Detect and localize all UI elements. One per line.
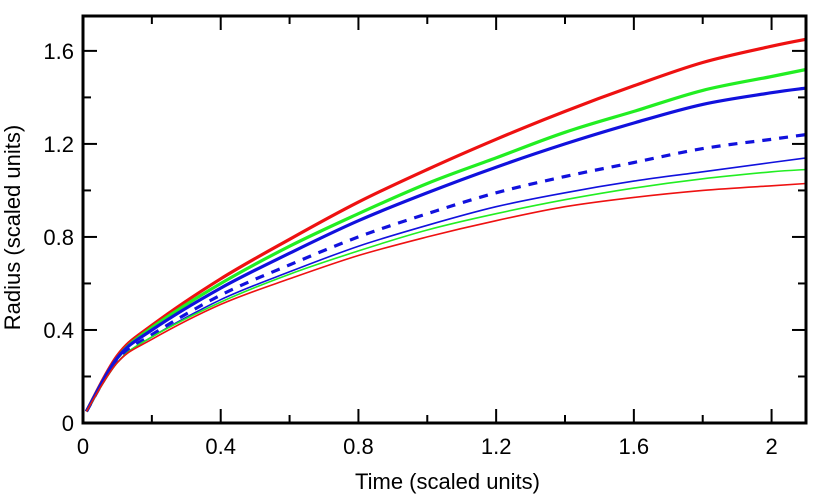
series-line-7 xyxy=(85,182,807,412)
tick-labels: 0 0.4 0.8 1.2 1.6 2 0 0.4 0.8 1.2 1.6 xyxy=(43,39,777,459)
y-tick-label: 0.4 xyxy=(43,318,74,343)
series-line-1 xyxy=(85,37,807,413)
y-tick-label: 1.6 xyxy=(43,39,74,64)
y-tick-label: 0 xyxy=(62,411,74,436)
series-line-6 xyxy=(85,168,807,412)
series-line-4 xyxy=(85,133,807,413)
series-line-3 xyxy=(85,86,807,413)
series-line-2 xyxy=(85,67,807,413)
y-tick-label: 0.8 xyxy=(43,225,74,250)
x-tick-label: 2 xyxy=(765,434,777,459)
x-tick-label: 1.2 xyxy=(481,434,512,459)
x-tick-label: 0.8 xyxy=(343,434,374,459)
series-curves xyxy=(85,37,807,413)
x-axis-label: Time (scaled units) xyxy=(355,469,540,494)
y-axis-label: Radius (scaled units) xyxy=(0,125,25,330)
x-tick-label: 0.4 xyxy=(205,434,236,459)
y-tick-label: 1.2 xyxy=(43,132,74,157)
plot-frame xyxy=(81,14,808,425)
x-tick-label: 0 xyxy=(77,434,89,459)
x-tick-label: 1.6 xyxy=(619,434,650,459)
axis-ticks xyxy=(82,16,806,424)
series-line-5 xyxy=(85,157,807,412)
